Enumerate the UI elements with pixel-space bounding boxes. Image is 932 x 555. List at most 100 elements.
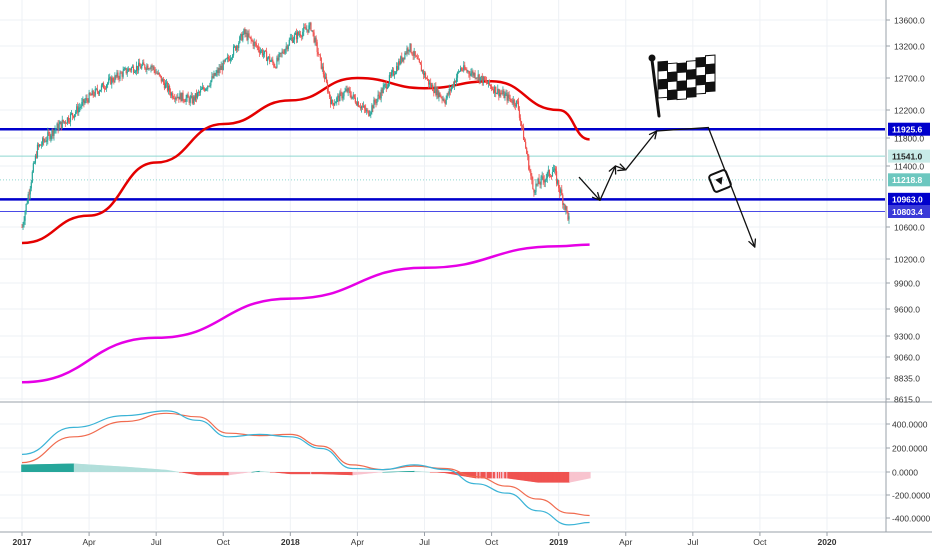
candle-body (497, 88, 499, 94)
macd-histogram-bar (364, 472, 367, 474)
candle-body (432, 84, 434, 92)
macd-histogram-bar (129, 467, 132, 472)
macd-histogram-bar (510, 472, 513, 479)
macd-histogram-bar (185, 472, 188, 474)
candle-body (565, 206, 567, 210)
candle-body (234, 46, 236, 47)
candle-body (280, 52, 282, 54)
candle-body (35, 155, 38, 158)
candle-body (422, 70, 425, 75)
candle-body (490, 86, 493, 89)
macd-histogram-bar (583, 472, 586, 480)
candle-body (64, 121, 66, 124)
macd-histogram-bar (564, 472, 566, 483)
macd-histogram-bar (457, 472, 460, 476)
macd-histogram-bar (347, 472, 350, 476)
candle-body (411, 52, 413, 55)
candle-body (104, 88, 107, 90)
flag-checker (705, 63, 716, 75)
macd-histogram-bar (329, 472, 332, 475)
macd-histogram-bar (517, 472, 520, 480)
macd-histogram-bar (436, 472, 438, 473)
candle-body (126, 71, 128, 74)
candle-body (488, 79, 491, 85)
candle-body (349, 90, 351, 96)
macd-histogram-bar (34, 464, 37, 472)
macd-histogram-bar (260, 471, 263, 472)
macd-histogram-bar (405, 471, 407, 472)
candle-body (228, 59, 231, 61)
candle-body (406, 48, 408, 54)
macd-histogram-bar (388, 471, 391, 473)
macd-histogram-bar (341, 472, 343, 475)
macd-histogram-bar (247, 472, 250, 473)
macd-histogram-bar (365, 472, 368, 474)
candle-body (518, 109, 521, 118)
macd-histogram-bar (250, 472, 253, 473)
macd-histogram-bar (546, 472, 549, 483)
macd-pane (21, 410, 591, 526)
macd-histogram-bar (492, 472, 495, 479)
candle-body (293, 34, 296, 40)
axes[interactable]: 13600.0 13200.0 12700.0 12200.0 11800.0 11400… (13, 0, 931, 547)
candle-body (267, 58, 269, 62)
macd-histogram-bar (281, 472, 284, 474)
candle-body (485, 80, 488, 83)
macd-histogram-bar (66, 463, 69, 472)
candle-body (133, 72, 136, 74)
candle-body (65, 123, 67, 124)
candle-body (383, 84, 385, 87)
candle-body (382, 86, 384, 94)
y-tick-label: 11800.0 (894, 134, 924, 144)
macd-histogram-bar (370, 472, 372, 474)
macd-histogram-bar (577, 472, 580, 481)
macd-histogram-bar (369, 472, 371, 474)
candle-body (21, 227, 23, 228)
macd-histogram-bar (249, 472, 252, 473)
macd-histogram-bar (475, 472, 478, 479)
candle-body (354, 97, 356, 103)
flag-checker (667, 71, 678, 83)
candle-body (359, 107, 362, 109)
candle-body (184, 101, 186, 103)
candle-body (187, 94, 189, 98)
candle-body (60, 121, 62, 129)
macd-histogram-bar (390, 471, 393, 473)
macd-histogram-bar (445, 472, 448, 474)
candle-body (199, 89, 202, 93)
candle-body (389, 75, 392, 76)
macd-histogram-bar (585, 472, 588, 479)
candle-body (82, 99, 84, 103)
candle-body (449, 89, 451, 91)
grid (0, 0, 932, 533)
candle-body (263, 50, 266, 54)
candle-body (550, 176, 553, 178)
candle-body (231, 55, 234, 59)
macd-histogram-bar (429, 472, 432, 473)
candle-body (28, 194, 30, 196)
candle-body (553, 168, 556, 170)
macd-histogram-bar (298, 472, 301, 475)
macd-histogram-bar (435, 472, 437, 473)
candle-body (340, 92, 342, 94)
macd-histogram-bar (176, 471, 178, 473)
candle-body (132, 66, 135, 73)
candle-body (89, 92, 91, 95)
macd-histogram-bar (152, 468, 155, 472)
candle-body (264, 50, 267, 52)
macd-histogram-bar (86, 464, 89, 472)
candle-body (348, 88, 350, 91)
x-tick-label: 2018 (281, 537, 300, 547)
candle-body (530, 170, 532, 176)
macd-histogram-bar (326, 472, 329, 475)
macd-y-tick-label: 200.0000 (892, 444, 928, 454)
macd-histogram-bar (239, 472, 242, 474)
candle-body (562, 194, 564, 205)
candle-body (189, 97, 191, 103)
candle-body (134, 71, 137, 73)
candle-body (165, 82, 168, 84)
macd-histogram-bar (246, 472, 248, 473)
candle-body (215, 72, 217, 76)
macd-histogram-bar (399, 471, 402, 472)
macd-histogram-bar (169, 470, 172, 472)
